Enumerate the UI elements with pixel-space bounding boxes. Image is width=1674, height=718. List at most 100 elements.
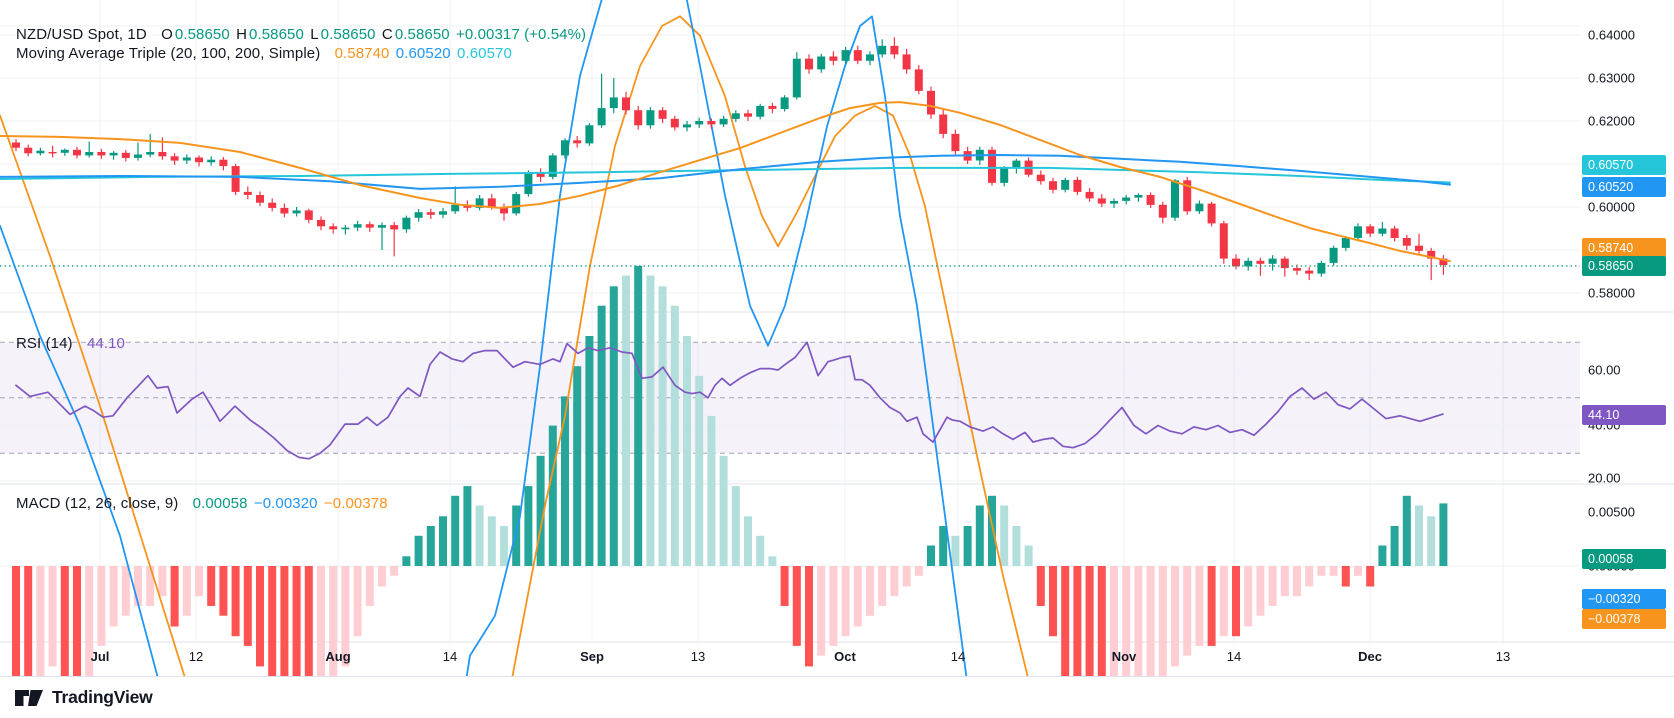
candle-body [329, 226, 338, 230]
price-axis-badge: 0.60520 [1582, 177, 1666, 197]
macd-histogram-bar [927, 545, 935, 566]
candle-body [1244, 260, 1253, 267]
macd-histogram-bar [536, 455, 545, 566]
candle-body [256, 195, 264, 203]
price-axis-badge: 0.00058 [1582, 549, 1666, 569]
macd-histogram-bar [731, 486, 740, 566]
price-axis[interactable]: 0.64000 0.63000 0.62000 0.60000 0.58000 60.00… [1582, 0, 1674, 676]
price-axis-badge: 0.58740 [1582, 238, 1666, 258]
price-axis-label: 0.63000 [1588, 70, 1635, 86]
macd-histogram-bar [170, 566, 179, 627]
price-axis-badge: 0.60570 [1582, 155, 1666, 175]
macd-histogram-bar [378, 566, 386, 587]
macd-histogram-bar [85, 566, 94, 676]
candle-body [1195, 203, 1204, 212]
candle-body [48, 152, 57, 154]
rsi-header: RSI (14) 44.10 [16, 335, 127, 352]
candle-body [1378, 228, 1387, 234]
macd-histogram-bar [1317, 566, 1326, 576]
candle-body [719, 118, 728, 125]
candle-body [73, 149, 81, 156]
chart-canvas[interactable] [0, 0, 1674, 676]
macd-histogram-bar [134, 566, 142, 606]
macd-histogram-bar [12, 566, 20, 676]
tradingview-logo-icon[interactable] [14, 686, 44, 710]
candle-body [182, 157, 191, 161]
candle-body [231, 166, 240, 192]
macd-histogram-bar [719, 455, 728, 566]
macd-histogram-bar [634, 265, 643, 566]
symbol-header: NZD/USD Spot, 1D O 0.58650 H 0.58650 L 0.58… [16, 26, 588, 43]
macd-histogram-bar [1341, 566, 1350, 587]
price-axis-label: 0.62000 [1588, 113, 1635, 129]
ma100-value: 0.60520 [395, 45, 451, 62]
macd-histogram-bar [805, 566, 813, 667]
macd-histogram-bar [292, 566, 301, 676]
macd-histogram-bar [1293, 566, 1301, 597]
macd-histogram-bar [756, 535, 765, 566]
ma-title[interactable]: Moving Average Triple (20, 100, 200, Sim… [16, 45, 321, 62]
time-axis-label: 12 [188, 649, 204, 664]
macd-histogram-bar [829, 566, 838, 646]
price-axis-badge: 0.58650 [1582, 256, 1666, 276]
macd-histogram-bar [1085, 566, 1094, 676]
macd-histogram-bar [1402, 495, 1411, 566]
candle-body [1036, 174, 1045, 182]
macd-histogram-bar [121, 566, 130, 616]
macd-histogram-bar [1097, 566, 1106, 676]
candle-body [1110, 201, 1118, 204]
candle-body [902, 54, 911, 70]
candle-body [670, 118, 679, 128]
macd-signal-value: −0.00378 [323, 495, 388, 512]
time-axis[interactable]: Jul 12 Aug 14 Sep 13 Oct 14 Nov 14 Dec 13 [0, 642, 1582, 676]
price-axis-label: 0.64000 [1588, 27, 1635, 43]
price-axis-badge: −0.00320 [1582, 589, 1666, 609]
low-label: L [310, 26, 319, 43]
macd-histogram-bar [707, 415, 716, 566]
candle-body [1171, 180, 1179, 218]
macd-histogram-bar [975, 505, 984, 566]
candle-body [1415, 245, 1423, 251]
candle-body [134, 154, 142, 158]
symbol-title[interactable]: NZD/USD Spot, 1D [16, 26, 147, 43]
macd-histogram-bar [24, 566, 33, 676]
high-value: 0.58650 [249, 26, 304, 43]
candle-body [914, 69, 923, 91]
macd-histogram-bar [1110, 566, 1118, 676]
macd-histogram-bar [1073, 566, 1082, 676]
candle-body [634, 110, 643, 126]
candle-body [1158, 204, 1167, 218]
price-axis-label: 20.00 [1588, 470, 1621, 486]
macd-histogram-bar [1439, 503, 1448, 566]
macd-histogram-bar [109, 566, 118, 627]
candle-body [317, 219, 325, 227]
macd-histogram-bar [1171, 566, 1179, 667]
candle-body [1329, 247, 1338, 263]
macd-histogram-bar [146, 566, 155, 606]
candle-body [1097, 198, 1106, 204]
rsi-title[interactable]: RSI (14) [16, 335, 73, 352]
candle-body [1354, 226, 1362, 238]
price-axis-badge: −0.00378 [1582, 609, 1666, 629]
macd-histogram-bar [1329, 566, 1338, 576]
macd-histogram-bar [280, 566, 289, 676]
candle-body [1317, 262, 1326, 274]
ma-header: Moving Average Triple (20, 100, 200, Sim… [16, 45, 514, 62]
candle-body [1341, 238, 1350, 248]
macd-title[interactable]: MACD (12, 26, close, 9) [16, 495, 179, 512]
candle-body [195, 157, 203, 163]
candle-body [24, 147, 33, 154]
time-axis-label: 14 [950, 649, 966, 664]
macd-histogram-bar [683, 336, 691, 566]
macd-histogram-bar [890, 566, 899, 597]
macd-histogram-bar [597, 305, 606, 566]
candle-body [402, 217, 411, 230]
tradingview-logo-text[interactable]: TradingView [52, 687, 153, 707]
candle-body [939, 114, 948, 134]
candle-body [1122, 197, 1131, 201]
rsi-line [15, 341, 1444, 460]
time-axis-label: Oct [834, 649, 856, 664]
macd-histogram-bar [48, 566, 57, 667]
macd-histogram-bar [207, 566, 216, 606]
